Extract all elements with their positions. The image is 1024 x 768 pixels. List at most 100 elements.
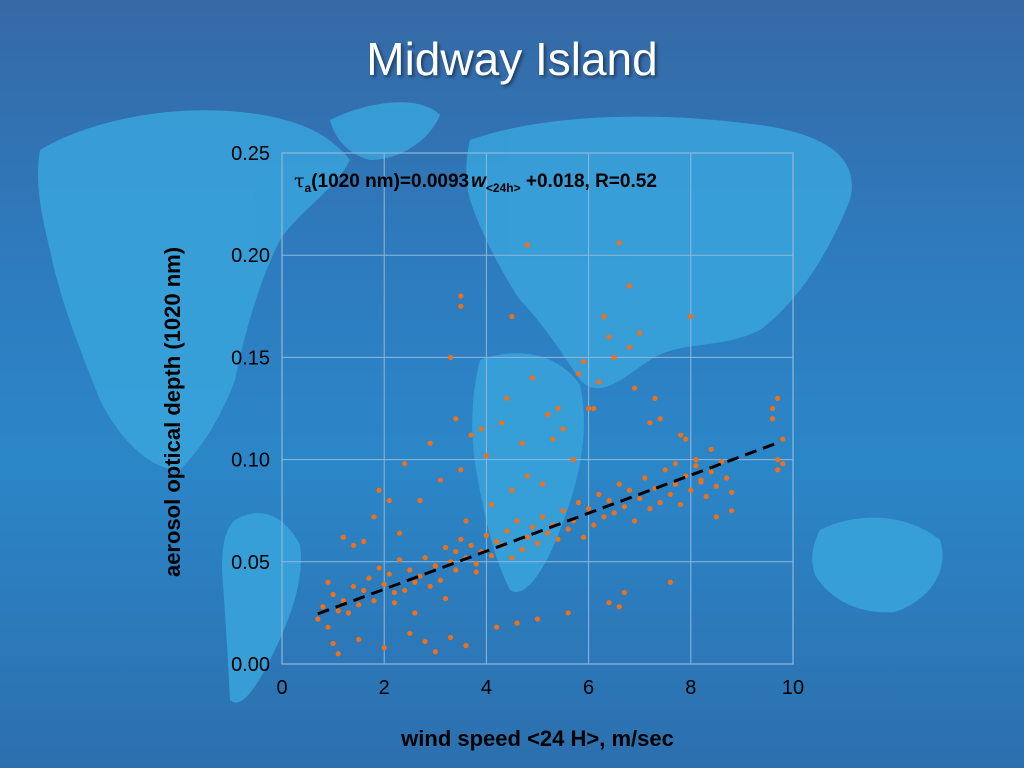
data-point <box>524 242 530 248</box>
data-point <box>606 334 612 340</box>
data-point <box>494 624 500 630</box>
data-point <box>550 436 556 442</box>
y-tick-label: 0.10 <box>231 450 270 472</box>
data-point <box>509 487 515 493</box>
data-point <box>483 452 489 459</box>
data-point <box>381 581 387 587</box>
data-point <box>555 405 561 412</box>
data-point <box>335 608 341 614</box>
data-point <box>534 616 541 622</box>
data-point <box>422 638 428 645</box>
data-point <box>514 620 520 626</box>
data-point <box>391 589 398 596</box>
data-point <box>356 636 362 643</box>
data-point <box>708 446 714 452</box>
data-point <box>330 640 336 647</box>
data-point <box>683 436 689 442</box>
data-point <box>417 573 423 579</box>
data-point <box>340 534 346 540</box>
data-point <box>371 598 377 604</box>
data-point <box>473 561 479 567</box>
data-point <box>647 420 653 426</box>
x-tick-label: 10 <box>782 677 804 699</box>
x-tick-label: 2 <box>379 677 390 699</box>
data-point <box>601 313 607 320</box>
data-point <box>729 489 735 495</box>
data-point <box>463 643 469 649</box>
data-point <box>637 495 643 502</box>
data-point <box>631 385 638 391</box>
data-point <box>713 483 719 489</box>
data-point <box>448 354 454 360</box>
africa-landmass <box>472 353 584 592</box>
data-point <box>407 630 413 636</box>
tau-subscript: a <box>304 180 312 195</box>
data-point <box>626 487 633 493</box>
data-point <box>458 303 464 309</box>
north-america-landmass <box>38 110 350 470</box>
data-point <box>437 477 444 483</box>
data-points <box>315 240 786 657</box>
data-point <box>320 604 326 610</box>
equation-variable: w <box>471 171 486 192</box>
greenland-landmass <box>330 102 440 160</box>
data-point <box>575 499 581 506</box>
data-point <box>616 240 622 246</box>
data-point <box>780 436 786 442</box>
data-point <box>698 477 704 483</box>
y-tick-label: 0.15 <box>231 347 270 369</box>
data-point <box>586 405 592 412</box>
data-point <box>529 524 535 530</box>
data-point <box>427 440 433 446</box>
data-point <box>524 534 530 540</box>
data-point <box>545 412 551 418</box>
data-point <box>688 313 694 320</box>
data-point <box>504 528 510 534</box>
data-point <box>631 518 638 524</box>
data-point <box>422 555 428 561</box>
data-point <box>637 330 643 336</box>
data-point <box>488 501 495 508</box>
data-point <box>708 469 714 475</box>
data-point <box>601 514 607 520</box>
eurasia-landmass <box>466 116 852 389</box>
data-point <box>315 616 321 622</box>
data-point <box>626 283 633 289</box>
data-point <box>611 510 617 516</box>
data-point <box>453 548 459 555</box>
data-point <box>345 610 352 616</box>
data-point <box>723 475 730 481</box>
data-point <box>545 530 551 536</box>
data-point <box>642 475 648 481</box>
data-point <box>672 481 679 487</box>
data-point <box>534 540 541 547</box>
data-point <box>667 491 673 497</box>
regression-annotation: τa(1020 nm)=0.0093 w<24h> +0.018, R=0.52 <box>294 170 657 195</box>
data-point <box>780 461 786 467</box>
equation-suffix: +0.018, R=0.52 <box>520 171 657 192</box>
data-point <box>356 602 362 608</box>
data-point <box>376 487 382 493</box>
data-point <box>565 610 571 616</box>
y-axis-label: aerosol optical depth (1020 nm) <box>160 246 185 578</box>
data-point <box>325 579 331 585</box>
data-point <box>565 526 571 532</box>
data-point <box>621 589 627 596</box>
data-point <box>540 514 546 520</box>
data-point <box>677 432 684 438</box>
equation-variable-subscript: <24h> <box>485 180 521 195</box>
data-point <box>591 405 597 412</box>
data-point <box>611 354 617 360</box>
data-point <box>478 426 484 432</box>
data-point <box>652 395 658 401</box>
data-point <box>524 473 530 479</box>
data-point <box>366 575 372 581</box>
data-point <box>596 491 602 497</box>
data-point <box>688 487 694 493</box>
data-point <box>647 506 653 512</box>
data-point <box>350 542 357 549</box>
data-point <box>494 538 500 544</box>
data-point <box>693 457 699 463</box>
